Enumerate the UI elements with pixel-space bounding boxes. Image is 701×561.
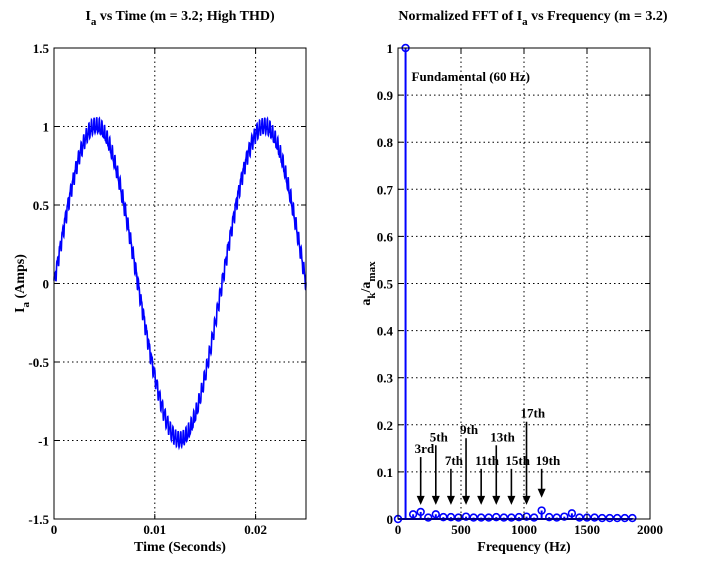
fft-annotation-arrowhead xyxy=(462,495,471,505)
fft-chart-ticks: 0 500 1000 1500 2000 0 0.1 0.2 0.3 0.4 0.5 0.6 0.7 0.… xyxy=(377,41,663,537)
fft-annotation-arrowhead xyxy=(522,495,531,505)
c1-y-tick-label: 0 xyxy=(43,277,50,292)
c1-y-tick-label: -0.5 xyxy=(28,355,49,370)
fft-stem-marker xyxy=(522,512,531,521)
c2-x-tick-label: 1000 xyxy=(511,522,537,537)
fft-stem-marker xyxy=(424,513,433,522)
time-chart-title: Ia vs Time (m = 3.2; High THD) xyxy=(85,9,275,28)
current-waveform-line xyxy=(53,116,307,451)
fft-annotation-label: 17th xyxy=(521,406,546,421)
fft-annotation-label: 15th xyxy=(505,453,530,468)
c2-x-tick-label: 500 xyxy=(451,522,471,537)
fft-annotation-arrowhead xyxy=(492,495,501,505)
fft-annotation-arrowhead xyxy=(446,495,455,505)
c1-x-tick-label: 0.01 xyxy=(143,522,166,537)
time-chart-ticks: 0 0.01 0.02 -1.5 -1 -0.5 0 0.5 1 1.5 xyxy=(28,41,306,537)
fft-chart-grid xyxy=(398,48,650,519)
c1-y-tick-label: 1.5 xyxy=(33,41,50,56)
fft-annotation-label: 7th xyxy=(445,453,464,468)
fft-annotation-label: 19th xyxy=(536,453,561,468)
c2-x-tick-label: 1500 xyxy=(574,522,600,537)
fft-annotation-arrowhead xyxy=(416,495,425,505)
c2-y-tick-label: 0.5 xyxy=(377,277,394,292)
fft-stem-marker xyxy=(529,513,539,522)
fft-stem-marker xyxy=(431,510,440,519)
fft-stem-marker xyxy=(567,509,577,518)
c2-y-tick-label: 1 xyxy=(387,41,394,56)
c2-y-tick-label: 0.2 xyxy=(377,418,393,433)
fft-stem-marker xyxy=(408,510,418,519)
c2-y-tick-label: 0 xyxy=(387,512,394,527)
time-chart-y-label: Ia (Amps) xyxy=(13,254,32,313)
fft-annotation-label: 11th xyxy=(475,453,500,468)
fft-chart-x-label: Frequency (Hz) xyxy=(477,540,571,555)
c1-y-tick-label: 0.5 xyxy=(33,198,50,213)
fft-stem-marker xyxy=(454,513,463,522)
c2-x-tick-label: 2000 xyxy=(637,522,663,537)
fft-stem-marker xyxy=(537,506,546,515)
time-chart-x-label: Time (Seconds) xyxy=(134,540,226,555)
c2-y-tick-label: 0.7 xyxy=(377,182,394,197)
c1-y-tick-label: 1 xyxy=(43,120,50,135)
fft-stem-marker xyxy=(461,512,471,521)
fft-stem-marker xyxy=(560,512,569,521)
c2-y-tick-label: 0.4 xyxy=(377,324,394,339)
c2-x-tick-label: 0 xyxy=(395,522,402,537)
fft-chart-title: Normalized FFT of Ia vs Frequency (m = 3… xyxy=(398,9,668,28)
fft-annotation-label: 13th xyxy=(490,429,515,444)
fft-chart: 0 500 1000 1500 2000 0 0.1 0.2 0.3 0.4 0.5 0.6 0.7 0.… xyxy=(359,9,668,555)
fft-annotation-arrowhead xyxy=(507,495,516,505)
c2-y-tick-label: 0.9 xyxy=(377,88,394,103)
c2-y-tick-label: 0.3 xyxy=(377,371,394,386)
fft-stem-marker xyxy=(416,507,425,517)
c1-y-tick-label: -1.5 xyxy=(28,512,49,527)
c2-y-tick-label: 0.8 xyxy=(377,135,394,150)
fft-stem-marker xyxy=(552,513,561,522)
time-chart-series xyxy=(53,116,307,451)
c1-x-tick-label: 0 xyxy=(51,522,58,537)
c2-y-tick-label: 0.1 xyxy=(377,465,393,480)
fft-annotation-label: 9th xyxy=(460,422,479,437)
fft-chart-y-label: ak/amax xyxy=(359,261,378,306)
fft-annotation-label: 5th xyxy=(430,429,449,444)
fft-annotation-arrowhead xyxy=(537,488,546,498)
c2-y-tick-label: 0.6 xyxy=(377,229,394,244)
fft-annotation-label: 3rd xyxy=(415,441,435,456)
c1-y-tick-label: -1 xyxy=(38,434,49,449)
time-domain-chart: 0 0.01 0.02 -1.5 -1 -0.5 0 0.5 1 1.5 Ia vs Time (… xyxy=(13,9,307,555)
fft-annotation-arrowhead xyxy=(477,495,486,505)
fft-annotation-label: Fundamental (60 Hz) xyxy=(412,69,530,84)
c1-x-tick-label: 0.02 xyxy=(244,522,267,537)
fft-annotation-arrowhead xyxy=(431,495,440,505)
